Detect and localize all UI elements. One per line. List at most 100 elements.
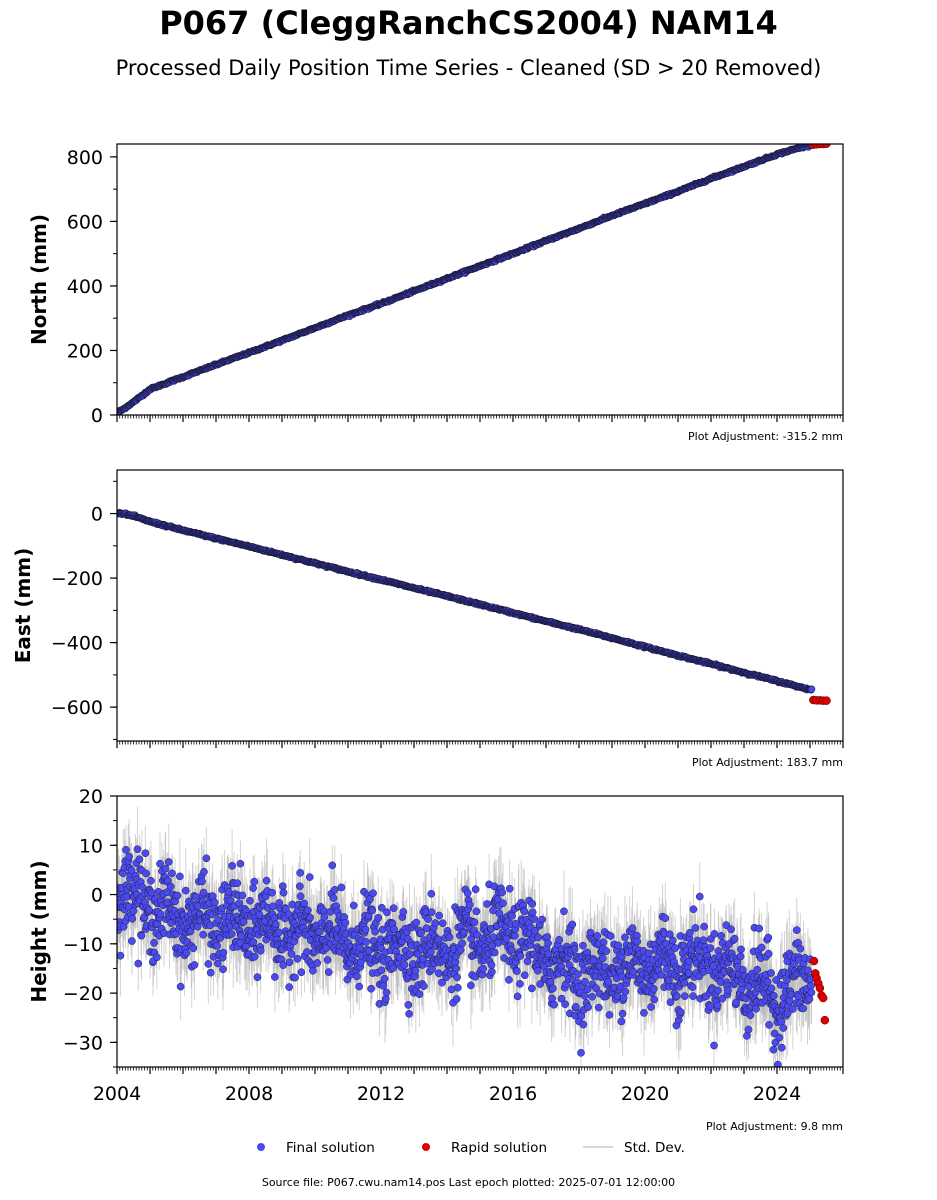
final-point — [262, 876, 271, 885]
y-tick-label: 0 — [91, 405, 103, 427]
height-data — [117, 806, 830, 1067]
final-point — [182, 948, 191, 957]
final-point — [210, 898, 219, 907]
final-point — [173, 891, 182, 900]
north-y-label: North (mm) — [27, 214, 51, 345]
y-tick-label: −200 — [51, 568, 103, 590]
north-rapid-points — [809, 144, 831, 149]
final-point — [213, 942, 221, 950]
final-point — [233, 879, 242, 888]
final-point — [142, 869, 151, 878]
final-point — [147, 888, 156, 897]
final-point — [295, 882, 304, 891]
final-point — [287, 950, 296, 958]
final-point — [122, 845, 130, 854]
final-point — [279, 888, 288, 897]
final-point — [176, 982, 185, 991]
final-point — [141, 849, 150, 858]
final-point — [156, 910, 165, 919]
final-point — [808, 685, 816, 693]
final-point — [296, 892, 305, 901]
final-point — [228, 861, 236, 870]
east-rapid-points — [809, 695, 831, 705]
final-point — [145, 906, 153, 914]
final-point — [246, 896, 254, 905]
final-point — [271, 973, 279, 981]
final-point — [206, 968, 215, 977]
final-point — [305, 873, 314, 881]
rapid-point — [822, 696, 831, 705]
final-point — [256, 946, 265, 955]
y-tick-label: 800 — [67, 147, 103, 169]
final-point — [236, 859, 245, 868]
final-point — [147, 876, 155, 885]
final-point — [250, 877, 259, 886]
y-tick-label: 200 — [67, 340, 103, 362]
final-point — [227, 930, 236, 938]
final-point — [134, 959, 143, 968]
final-point — [189, 944, 198, 953]
panel-east: 0 −200 −400 −600 East (mm) Plot Adjustment: 1… — [11, 469, 844, 769]
final-point — [128, 914, 137, 923]
final-point — [137, 931, 146, 940]
final-point — [214, 915, 223, 924]
east-final-points — [117, 508, 816, 694]
y-tick-label: 600 — [67, 211, 103, 233]
final-point — [278, 882, 287, 891]
north-axes-frame — [116, 143, 844, 416]
final-point — [200, 867, 208, 876]
final-point — [296, 868, 305, 877]
final-point — [204, 960, 213, 968]
final-point — [161, 864, 170, 873]
final-point — [129, 907, 138, 915]
y-tick-label: 400 — [67, 276, 103, 298]
final-point — [238, 891, 247, 900]
final-point — [249, 884, 257, 892]
final-point — [202, 854, 211, 863]
final-point — [293, 955, 302, 963]
final-point — [271, 920, 280, 929]
final-point — [300, 899, 309, 908]
final-point — [303, 906, 312, 915]
height-final-points — [117, 845, 816, 1067]
final-point — [127, 866, 136, 875]
final-point — [128, 937, 136, 945]
final-point — [166, 882, 175, 891]
final-point — [175, 872, 184, 881]
final-point — [125, 852, 133, 861]
y-tick-label: −600 — [51, 697, 103, 719]
final-point — [268, 888, 276, 897]
east-y-label: East (mm) — [11, 548, 35, 664]
final-point — [199, 930, 208, 939]
final-point — [249, 938, 258, 947]
north-plot-adjustment: Plot Adjustment: -315.2 mm — [688, 430, 843, 443]
north-data — [117, 144, 831, 415]
north-final-points — [117, 144, 816, 415]
east-data — [117, 508, 831, 705]
final-point — [219, 965, 227, 974]
final-point — [150, 938, 158, 947]
final-point — [291, 973, 299, 982]
final-point — [164, 858, 173, 866]
final-point — [199, 888, 208, 897]
east-plot-adjustment: Plot Adjustment: 183.7 mm — [692, 756, 843, 769]
figure-subtitle: Processed Daily Position Time Series - C… — [115, 56, 822, 80]
final-point — [309, 966, 317, 975]
final-point — [274, 928, 283, 937]
final-point — [117, 951, 125, 960]
final-point — [253, 973, 262, 982]
final-point — [285, 958, 294, 967]
final-point — [269, 902, 277, 911]
figure-title: P067 (CleggRanchCS2004) NAM14 — [159, 4, 778, 42]
final-point — [297, 968, 306, 977]
y-tick-label: 0 — [91, 504, 103, 526]
final-point — [135, 855, 144, 864]
final-point — [239, 918, 248, 926]
final-point — [219, 948, 228, 957]
final-point — [224, 888, 233, 896]
rapid-point — [822, 144, 831, 148]
final-point — [198, 877, 206, 886]
final-point — [181, 886, 190, 895]
y-tick-label: −400 — [51, 633, 103, 655]
